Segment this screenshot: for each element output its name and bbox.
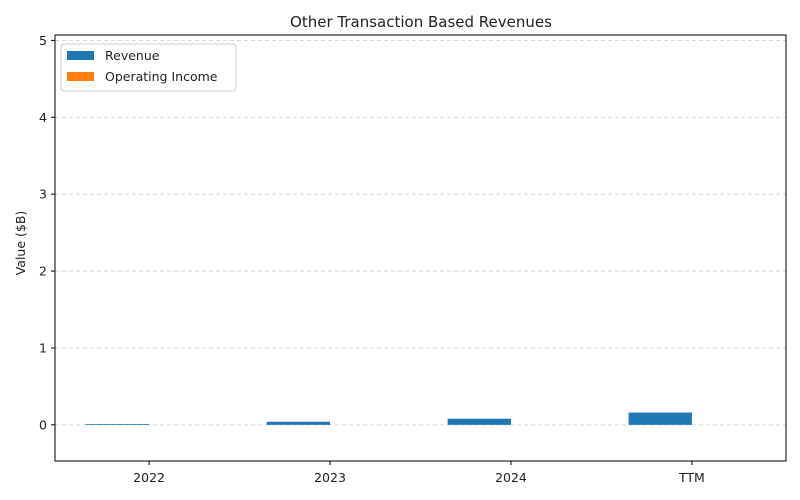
bar-revenue <box>628 412 692 425</box>
x-tick-label: 2024 <box>495 470 527 485</box>
gridlines <box>55 39 786 426</box>
y-axis-title: Value ($B) <box>13 211 28 276</box>
bar-revenue <box>266 421 331 425</box>
x-axis: 2022 2023 2024 TTM <box>133 461 705 485</box>
bars <box>85 412 692 425</box>
bar-revenue <box>447 418 511 425</box>
legend-swatch <box>67 51 94 60</box>
legend: Revenue Operating Income <box>60 43 237 92</box>
y-tick-label: 0 <box>39 417 47 432</box>
y-tick-label: 5 <box>39 33 47 48</box>
x-tick-label: 2023 <box>314 470 346 485</box>
chart-title: Other Transaction Based Revenues <box>290 13 552 31</box>
y-tick-label: 3 <box>39 187 47 202</box>
plot-frame <box>54 34 787 462</box>
y-tick-label: 2 <box>39 264 47 279</box>
x-tick-label: TTM <box>678 470 705 485</box>
legend-box <box>60 43 237 92</box>
legend-swatch <box>67 72 94 81</box>
legend-label: Revenue <box>105 48 160 63</box>
x-tick-label: 2022 <box>133 470 165 485</box>
y-tick-label: 4 <box>39 110 47 125</box>
y-axis: 0 1 2 3 4 5 <box>39 33 55 432</box>
y-tick-label: 1 <box>39 340 47 355</box>
legend-label: Operating Income <box>105 69 218 84</box>
bar-revenue <box>85 424 150 425</box>
